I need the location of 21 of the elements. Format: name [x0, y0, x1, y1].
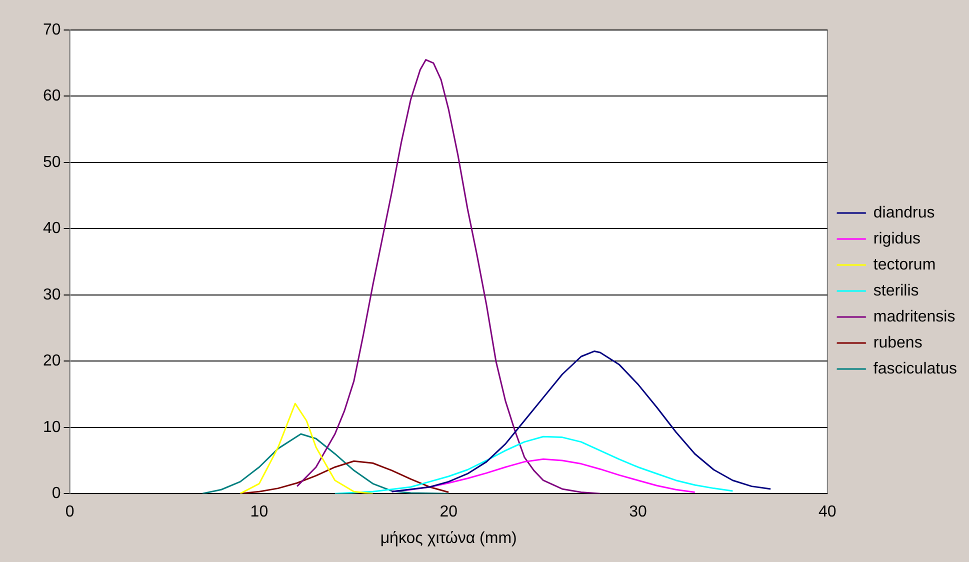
legend-label: rigidus	[873, 230, 921, 248]
y-tick-label: 10	[43, 418, 61, 436]
y-tick-label: 40	[43, 220, 61, 238]
y-tick-label: 20	[43, 352, 61, 370]
x-tick-label: 0	[65, 504, 74, 521]
legend-label: diandrus	[873, 204, 935, 222]
y-tick-label: 60	[43, 88, 61, 105]
x-axis-title: μήκος χιτώνα (mm)	[380, 530, 517, 547]
y-tick-label: 0	[52, 485, 61, 502]
legend-label: madritensis	[873, 308, 956, 326]
x-tick-label: 20	[440, 504, 458, 521]
legend-label: rubens	[873, 334, 922, 352]
legend-label: tectorum	[873, 256, 936, 274]
y-tick-label: 70	[43, 21, 61, 38]
x-tick-label: 30	[629, 504, 648, 521]
y-tick-label: 30	[43, 286, 61, 304]
legend-label: sterilis	[873, 282, 919, 300]
x-tick-label: 40	[818, 504, 836, 521]
x-tick-label: 10	[250, 504, 268, 521]
y-tick-label: 50	[43, 154, 61, 171]
legend-label: fasciculatus	[873, 360, 957, 378]
